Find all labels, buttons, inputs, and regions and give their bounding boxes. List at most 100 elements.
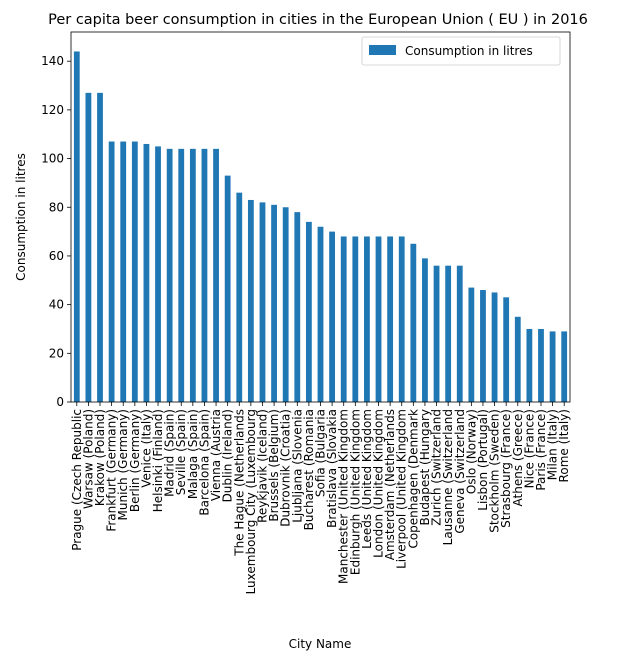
- x-tick-label: Milan (Italy): [546, 409, 560, 480]
- bar: [340, 236, 347, 402]
- bar: [468, 287, 475, 402]
- x-tick-label: Vienna (Austria: [209, 409, 223, 501]
- x-tick-label: Leeds (United Kingdom: [360, 409, 374, 549]
- x-tick-label: Malaga (Spain): [186, 409, 200, 499]
- bar: [305, 221, 312, 402]
- bar: [480, 290, 486, 402]
- x-tick-label: Sofia (Bulgaria: [314, 409, 328, 497]
- x-tick-label: Ljubljana (Slovenia: [290, 409, 304, 523]
- x-tick-label: Bratislava (Slovakia: [325, 409, 339, 528]
- x-tick-label: Dubrovnik (Croatia): [279, 409, 293, 527]
- y-tick-label: 20: [49, 346, 64, 360]
- legend-swatch: [369, 45, 396, 55]
- bar: [561, 331, 568, 402]
- bar: [85, 92, 92, 403]
- x-tick-label: Athens (Greece): [511, 409, 525, 506]
- x-tick-label: Manchester (United Kingdom: [337, 409, 351, 584]
- x-tick-label: Madrid (Spain): [163, 409, 177, 497]
- x-tick-label: Lisbon (Portugal): [476, 409, 490, 511]
- x-tick-label: Helsinki (Finland): [151, 409, 165, 512]
- bar: [329, 231, 335, 402]
- x-tick-label: Edinburgh (United Kingdom: [348, 409, 362, 575]
- bar: [131, 141, 138, 403]
- x-tick-label: The Hague (Netherlands: [232, 409, 246, 557]
- x-tick-label: Munich (Germany): [116, 409, 130, 520]
- x-tick-label: Copenhagen (Denmark: [406, 409, 420, 549]
- bar: [456, 265, 463, 402]
- x-tick-label: Berlin (Germany): [128, 409, 142, 512]
- y-axis-label: Consumption in litres: [14, 153, 28, 281]
- legend: Consumption in litres: [361, 36, 561, 66]
- bar: [294, 212, 301, 402]
- bar: [271, 204, 277, 402]
- x-tick-label: Nice (France): [522, 409, 536, 488]
- bars-layer: [73, 51, 568, 403]
- x-tick-label: Venice (Italy): [139, 409, 153, 488]
- y-tick-label: 80: [49, 200, 64, 214]
- chart-title: Per capita beer consumption in cities in…: [48, 12, 588, 28]
- y-tick-label: 0: [56, 395, 64, 409]
- bar: [422, 258, 428, 402]
- bar: [236, 192, 243, 402]
- bar: [224, 175, 231, 402]
- x-tick-label: Reykjavik (Iceland): [255, 409, 269, 523]
- bar: [387, 236, 394, 402]
- x-tick-label: Stockholm (Sweden): [488, 409, 502, 533]
- x-tick-label: London (United Kingdom: [372, 409, 386, 558]
- bar: [352, 236, 359, 402]
- bar: [73, 51, 80, 402]
- bar: [526, 328, 533, 402]
- x-tick-label: Brussels (Belgium): [267, 409, 281, 522]
- x-tick-label: Barcelona (Spain): [197, 409, 211, 516]
- bar: [166, 148, 173, 402]
- y-tick-label: 140: [41, 54, 64, 68]
- x-tick-label: Krakow (Poland): [93, 409, 107, 506]
- x-tick-label: Zurich (Switzerland: [430, 409, 444, 526]
- bar: [398, 236, 405, 402]
- legend-frame: [361, 36, 561, 66]
- bar: [503, 297, 510, 402]
- x-tick-label: Paris (France): [534, 409, 548, 491]
- x-tick-label: Budapest (Hungary: [418, 409, 432, 526]
- bar: [364, 236, 370, 402]
- x-tick-label: Amsterdam (Netherlands: [383, 409, 397, 560]
- x-tick-label: Rome (Italy): [557, 409, 571, 482]
- bar: [410, 243, 417, 402]
- x-tick-label: Oslo (Norway): [464, 409, 478, 494]
- bar: [514, 316, 521, 402]
- bar: [375, 236, 382, 402]
- plot-area-frame: [70, 31, 571, 403]
- y-tick-label: 100: [41, 152, 64, 166]
- x-tick-label: Frankfurt (Germany): [105, 409, 119, 532]
- bar: [189, 148, 196, 402]
- bar: [108, 141, 115, 403]
- x-tick-label: Lausanne (Switzerland: [441, 409, 455, 545]
- bar: [178, 148, 185, 402]
- x-tick-label: Luxembourg City (Luxembourg: [244, 409, 258, 594]
- bar: [213, 148, 219, 402]
- bar: [445, 265, 452, 402]
- y-tick-label: 40: [49, 298, 64, 312]
- bar: [538, 328, 544, 402]
- bar: [247, 199, 254, 402]
- x-tick-label: Seville (Spain): [174, 409, 188, 495]
- bar: [549, 331, 556, 402]
- bar: [155, 146, 161, 402]
- bar: [282, 207, 289, 402]
- bar: [201, 148, 208, 402]
- x-tick-label: Liverpool (United Kingdom: [395, 409, 409, 569]
- bar: [120, 141, 127, 403]
- x-tick-label: Geneva (Switzerland: [453, 409, 467, 534]
- bar: [97, 92, 103, 403]
- bar: [433, 265, 440, 402]
- x-tick-label: Strasbourg (France): [499, 409, 513, 528]
- y-axis: 0 20 40 60 80 100 120 140: [41, 54, 71, 409]
- bar: [259, 202, 266, 402]
- y-tick-label: 60: [49, 249, 64, 263]
- bar: [491, 292, 498, 402]
- y-tick-label: 120: [41, 103, 64, 117]
- x-tick-label: Prague (Czech Republic: [70, 409, 84, 551]
